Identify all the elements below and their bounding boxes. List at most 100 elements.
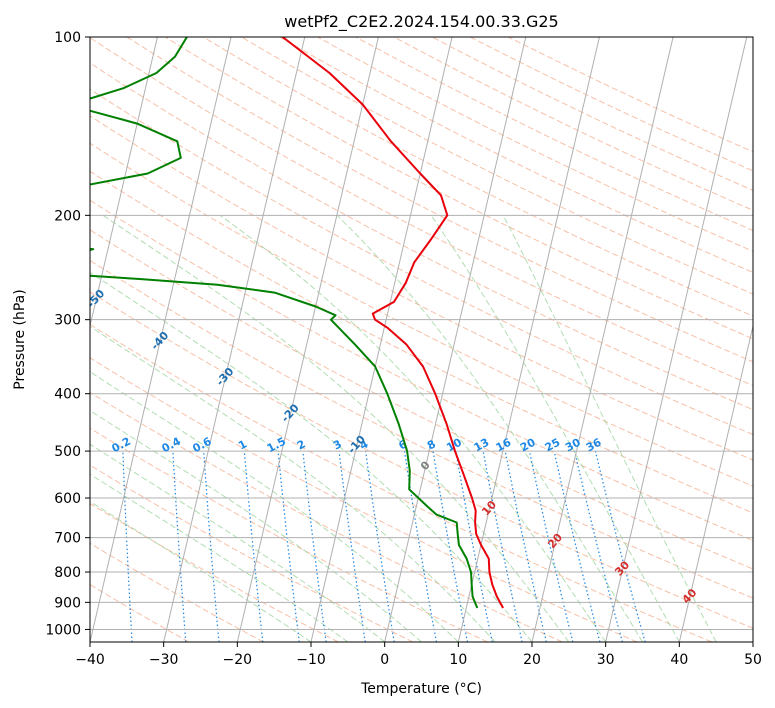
dry-adiabat xyxy=(90,115,753,461)
mixing-ratio-line xyxy=(432,451,469,642)
dry-adiabat xyxy=(279,37,753,273)
dry-adiabat xyxy=(90,502,339,642)
moist-adiabat xyxy=(336,214,643,642)
isotherm xyxy=(605,37,748,642)
x-tick-label: 30 xyxy=(597,652,615,668)
mixing-ratio-label: 10 xyxy=(444,436,464,455)
dry-adiabat xyxy=(90,229,753,570)
y-axis-ticks: 100 200 300 400 500 600 700 800 900 1000 xyxy=(45,30,90,638)
temperature-profile xyxy=(281,37,504,609)
isotherm xyxy=(384,37,527,642)
y-tick-label: 800 xyxy=(54,565,81,581)
dry-adiabat xyxy=(431,37,753,191)
chart-title: wetPf2_C2E2.2024.154.00.33.G25 xyxy=(284,12,558,32)
y-tick-label: 400 xyxy=(54,387,81,403)
x-tick-label: −40 xyxy=(75,652,105,668)
mixing-ratio-label: 0.6 xyxy=(190,435,214,456)
mixing-ratio-line xyxy=(338,451,366,642)
y-tick-label: 200 xyxy=(54,208,81,224)
dry-adiabat xyxy=(90,464,414,642)
x-tick-label: 10 xyxy=(449,652,467,668)
isotherm-lines xyxy=(0,37,753,642)
dry-adiabat xyxy=(203,37,753,317)
dry-adiabat xyxy=(393,37,753,211)
moist-adiabat xyxy=(90,409,422,642)
dry-adiabat xyxy=(90,259,753,599)
mixing-ratio-line xyxy=(455,451,493,642)
mixing-ratio-lines xyxy=(122,450,646,642)
y-tick-label: 700 xyxy=(54,531,81,547)
mixing-ratio-labels: 0.1 0.2 0.4 0.6 1 1.5 2 3 4 6 8 10 13 16 20 25 30 36 xyxy=(110,435,604,456)
dry-adiabat xyxy=(90,170,753,514)
x-tick-label: 20 xyxy=(523,652,541,668)
mixing-ratio-line xyxy=(528,450,574,642)
dry-adiabat xyxy=(241,37,753,295)
moist-adiabat xyxy=(219,214,607,642)
y-tick-label: 500 xyxy=(54,444,81,460)
moist-adiabat-lines xyxy=(90,214,717,642)
x-tick-label: −10 xyxy=(296,652,326,668)
dewpoint-profile xyxy=(90,37,479,609)
plot-frame xyxy=(89,36,754,643)
moist-adiabat xyxy=(90,473,349,642)
isotherm xyxy=(752,639,753,642)
moist-adiabat-label: -50 xyxy=(84,287,107,311)
moist-adiabat-label: -40 xyxy=(148,329,171,353)
mixing-ratio-line xyxy=(553,450,601,642)
dry-adiabat xyxy=(90,291,753,629)
dry-adiabat xyxy=(508,37,753,153)
x-tick-label: −20 xyxy=(223,652,253,668)
mixing-ratio-line xyxy=(504,450,547,642)
dry-adiabat xyxy=(90,542,264,642)
sounding-profiles xyxy=(90,37,504,609)
dry-adiabat xyxy=(126,37,753,363)
x-tick-label: 0 xyxy=(380,652,389,668)
mixing-ratio-line xyxy=(302,451,327,642)
moist-adiabat xyxy=(502,215,717,642)
mixing-ratio-line xyxy=(482,450,523,642)
y-tick-label: 300 xyxy=(54,313,81,329)
moist-adiabat xyxy=(90,325,496,642)
mixing-ratio-label: 13 xyxy=(472,436,492,455)
moist-adiabat-label: -60 xyxy=(21,241,44,265)
moist-adiabat-label: -20 xyxy=(279,401,302,425)
dry-adiabat xyxy=(90,427,488,642)
mixing-ratio-label: 36 xyxy=(584,436,604,455)
mixing-ratio-line xyxy=(277,451,300,642)
mixing-ratio-label: 16 xyxy=(494,436,514,455)
pressure-gridlines xyxy=(90,37,753,630)
moist-adiabat-label: 40 xyxy=(680,586,700,606)
moist-adiabat-label: 0 xyxy=(418,458,433,473)
x-tick-label: 40 xyxy=(670,652,688,668)
isotherm xyxy=(90,37,232,642)
moist-adiabat-label: 20 xyxy=(545,531,565,551)
isotherm xyxy=(531,37,674,642)
y-tick-label: 600 xyxy=(54,491,81,507)
dry-adiabat-lines xyxy=(90,37,753,642)
dry-adiabat xyxy=(90,88,753,436)
x-axis-ticks: −40 −30 −20 −10 0 10 20 30 40 50 xyxy=(75,642,762,668)
moist-adiabat xyxy=(90,371,459,642)
moist-adiabat xyxy=(90,500,312,642)
mixing-ratio-label: 20 xyxy=(518,436,538,455)
isotherm xyxy=(0,37,10,642)
y-tick-label: 100 xyxy=(54,30,81,46)
dry-adiabat xyxy=(469,37,753,172)
x-tick-label: −30 xyxy=(149,652,179,668)
moist-adiabat xyxy=(90,443,385,642)
dry-adiabat xyxy=(164,37,753,340)
mixing-ratio-line xyxy=(172,451,187,642)
x-tick-label: 50 xyxy=(744,652,762,668)
moist-adiabat-label: 10 xyxy=(479,498,499,518)
mixing-ratio-line xyxy=(365,451,395,642)
dry-adiabat xyxy=(90,142,753,487)
mixing-ratio-line xyxy=(594,450,646,642)
dry-adiabat xyxy=(90,199,753,542)
dry-adiabat xyxy=(90,37,753,387)
dry-adiabat xyxy=(90,391,563,642)
isotherm xyxy=(678,323,753,642)
mixing-ratio-label: 30 xyxy=(563,436,583,455)
